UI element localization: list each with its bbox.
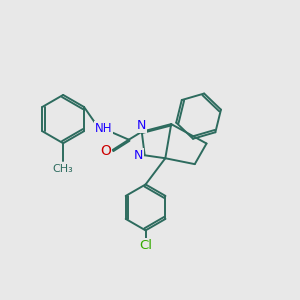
Text: O: O	[100, 145, 111, 158]
Text: N: N	[134, 149, 143, 162]
Text: Cl: Cl	[139, 239, 152, 253]
Text: N: N	[136, 119, 146, 132]
Text: NH: NH	[95, 122, 112, 135]
Text: CH₃: CH₃	[53, 164, 74, 174]
